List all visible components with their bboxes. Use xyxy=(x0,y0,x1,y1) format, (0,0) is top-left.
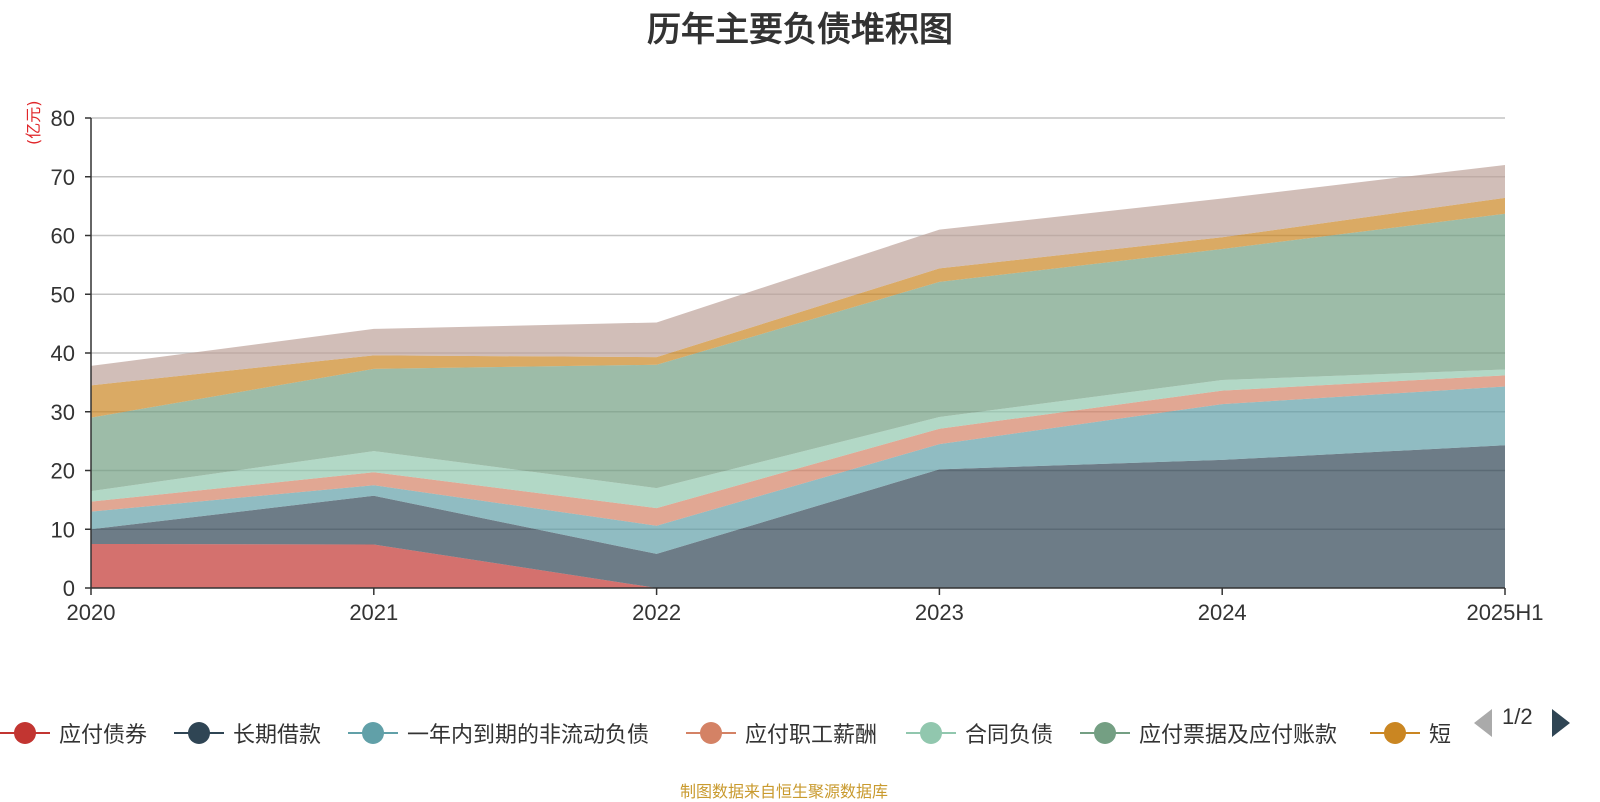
legend: 应付债券 长期借款 一年内到期的非流动负债 应付职工薪酬 合同负债 应付票据及应付账款 短 xyxy=(0,715,1600,751)
legend-marker-icon xyxy=(0,720,50,746)
y-tick-label: 30 xyxy=(51,400,75,425)
legend-pager: 1/2 xyxy=(1468,704,1600,740)
y-tick-label: 10 xyxy=(51,517,75,542)
x-tick-label: 2020 xyxy=(67,600,116,625)
legend-item[interactable]: 合同负债 xyxy=(906,715,1053,751)
area-series-3 xyxy=(91,375,1505,526)
stacked-area-chart: 0 10 20 30 40 50 60 70 80 2020 2021 2022 2023 2024 202… xyxy=(51,106,1544,625)
legend-prev-page-icon[interactable] xyxy=(1474,709,1492,737)
legend-item[interactable]: 应付债券 xyxy=(0,715,147,751)
legend-marker-icon xyxy=(906,720,956,746)
legend-label: 应付票据及应付账款 xyxy=(1139,723,1338,748)
legend-label: 一年内到期的非流动负债 xyxy=(407,723,650,748)
y-tick-label: 40 xyxy=(51,341,75,366)
y-tick-label: 20 xyxy=(51,459,75,484)
legend-item[interactable]: 应付职工薪酬 xyxy=(686,715,877,751)
legend-item[interactable]: 应付票据及应付账款 xyxy=(1080,715,1337,751)
x-tick-label: 2021 xyxy=(349,600,398,625)
y-tick-label: 50 xyxy=(51,282,75,307)
area-series-0 xyxy=(91,543,1505,588)
legend-next-page-icon[interactable] xyxy=(1552,709,1570,737)
data-source-note: 制图数据来自恒生聚源数据库 xyxy=(679,782,888,801)
x-tick-label: 2023 xyxy=(915,600,964,625)
x-tick-label: 2025H1 xyxy=(1466,600,1543,625)
x-tick-label: 2024 xyxy=(1198,600,1247,625)
legend-label: 合同负债 xyxy=(965,723,1054,748)
area-series-7 xyxy=(91,165,1505,386)
y-tick-label: 0 xyxy=(63,576,75,601)
legend-marker-icon xyxy=(686,720,736,746)
legend-label: 应付职工薪酬 xyxy=(745,723,878,748)
area-series-6 xyxy=(91,197,1505,418)
area-series-2 xyxy=(91,386,1505,554)
legend-page-indicator: 1/2 xyxy=(1502,704,1533,729)
legend-marker-icon xyxy=(174,720,224,746)
x-tick-label: 2022 xyxy=(632,600,681,625)
area-series-1 xyxy=(91,445,1505,588)
legend-label: 长期借款 xyxy=(233,723,322,748)
legend-item[interactable]: 一年内到期的非流动负债 xyxy=(348,715,649,751)
y-tick-label: 70 xyxy=(51,165,75,190)
area-series-4 xyxy=(91,369,1505,509)
legend-item[interactable]: 长期借款 xyxy=(174,715,321,751)
y-tick-label: 80 xyxy=(51,106,75,131)
area-series-5 xyxy=(91,213,1505,492)
legend-marker-icon xyxy=(348,720,398,746)
y-tick-label: 60 xyxy=(51,224,75,249)
legend-label: 短 xyxy=(1429,723,1452,748)
legend-item[interactable]: 短 xyxy=(1370,715,1451,751)
legend-marker-icon xyxy=(1370,720,1420,746)
legend-marker-icon xyxy=(1080,720,1130,746)
legend-label: 应付债券 xyxy=(59,723,148,748)
chart-title: 历年主要负债堆积图 xyxy=(647,10,953,50)
